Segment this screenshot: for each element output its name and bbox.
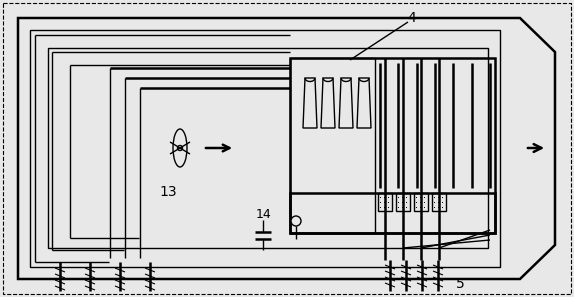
Bar xyxy=(48,48,488,248)
Bar xyxy=(432,193,446,211)
Circle shape xyxy=(177,146,183,151)
Bar xyxy=(414,193,428,211)
Text: 13: 13 xyxy=(159,185,177,199)
Bar xyxy=(290,58,375,233)
Bar xyxy=(290,193,495,233)
Bar xyxy=(378,193,392,211)
Bar xyxy=(396,193,410,211)
Text: 14: 14 xyxy=(256,208,272,222)
Ellipse shape xyxy=(173,129,187,167)
Bar xyxy=(30,30,500,267)
Bar xyxy=(290,58,495,233)
Circle shape xyxy=(291,216,301,226)
Text: 4: 4 xyxy=(408,11,416,25)
Text: 5: 5 xyxy=(456,277,464,291)
